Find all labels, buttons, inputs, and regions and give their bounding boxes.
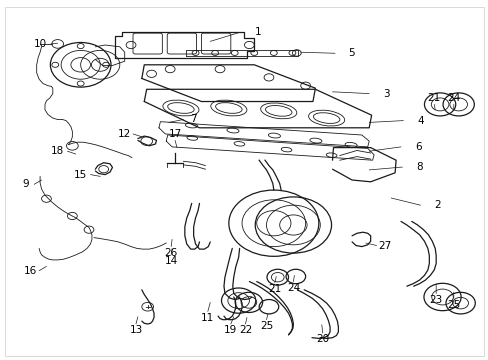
Text: 22: 22 [238, 325, 252, 336]
Text: 25: 25 [446, 300, 460, 310]
Text: 4: 4 [416, 116, 423, 126]
Text: 19: 19 [224, 325, 237, 336]
Text: 23: 23 [428, 294, 442, 305]
Text: 20: 20 [316, 334, 328, 344]
Text: 24: 24 [446, 93, 460, 103]
Text: 18: 18 [51, 146, 64, 156]
Text: 13: 13 [129, 325, 142, 336]
Text: 5: 5 [347, 48, 354, 58]
Text: 7: 7 [189, 114, 196, 124]
Text: 2: 2 [433, 200, 440, 210]
Text: 16: 16 [23, 266, 37, 276]
Text: 14: 14 [164, 256, 178, 266]
Text: 1: 1 [254, 27, 261, 37]
Text: 24: 24 [286, 283, 300, 293]
Text: 21: 21 [427, 93, 440, 103]
Text: 21: 21 [267, 284, 281, 294]
Text: 3: 3 [382, 89, 389, 99]
Text: 8: 8 [415, 162, 422, 172]
Text: 25: 25 [259, 321, 273, 331]
FancyBboxPatch shape [133, 33, 162, 54]
Text: 9: 9 [22, 179, 29, 189]
Text: 10: 10 [34, 39, 46, 49]
Text: 27: 27 [378, 240, 391, 251]
Text: 26: 26 [164, 248, 178, 258]
Text: 11: 11 [201, 312, 214, 323]
FancyBboxPatch shape [5, 7, 483, 356]
Text: 15: 15 [74, 170, 87, 180]
Text: 17: 17 [168, 129, 182, 139]
FancyBboxPatch shape [201, 33, 230, 54]
Text: 6: 6 [414, 142, 421, 152]
FancyBboxPatch shape [167, 33, 196, 54]
Text: 12: 12 [118, 129, 131, 139]
